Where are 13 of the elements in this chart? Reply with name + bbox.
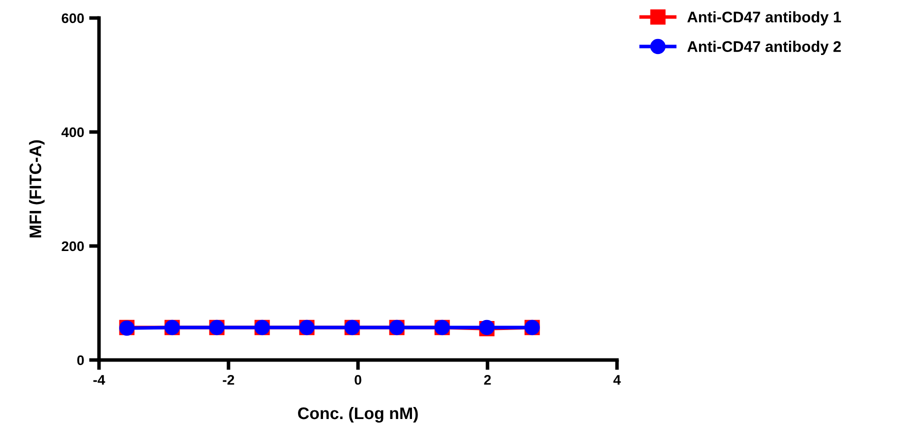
legend-label: Anti-CD47 antibody 2 (687, 40, 841, 55)
y-tick-label: 200 (62, 241, 84, 252)
x-tick-label: -4 (93, 375, 106, 385)
y-axis-title: MFI (FITC-A) (29, 140, 45, 238)
x-tick-label: 0 (354, 374, 362, 385)
y-tick-label: 400 (61, 127, 84, 138)
legend-label: Anti-CD47 antibody 1 (687, 11, 842, 26)
x-tick-label: -2 (222, 374, 234, 385)
y-tick-label: 600 (62, 13, 84, 24)
y-tick-label: 0 (77, 355, 84, 366)
x-tick-label: 2 (484, 374, 491, 385)
x-axis-title: Conc. (Log nM) (298, 406, 418, 423)
x-tick-label: 4 (613, 375, 621, 385)
